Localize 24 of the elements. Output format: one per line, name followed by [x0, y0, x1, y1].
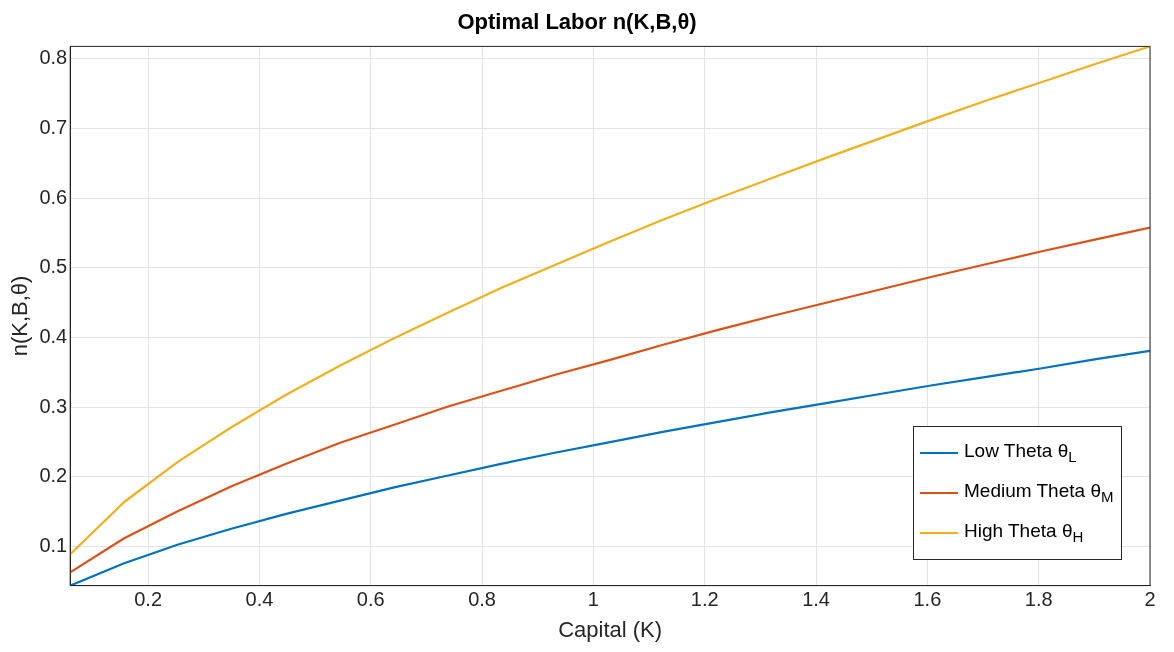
y-tick-label: 0.4: [39, 325, 68, 348]
x-tick-label: 1.4: [802, 588, 830, 611]
x-tick-label: 0.8: [468, 588, 496, 611]
y-tick-label: 0.3: [39, 394, 68, 417]
legend-label: Medium Theta θ$_{M}$: [964, 480, 1114, 505]
y-tick-label: 0.6: [39, 185, 68, 208]
x-tick-label: 1.2: [690, 588, 719, 611]
x-tick-label: 2: [1144, 588, 1156, 611]
x-tick-label: 1.8: [1024, 588, 1053, 611]
x-tick-label: 1: [587, 588, 599, 611]
legend-label: High Theta θ$_{H}$: [964, 520, 1084, 545]
y-tick-label: 0.2: [39, 464, 68, 487]
chart-title: Optimal Labor n(K,B,θ): [457, 9, 697, 35]
y-tick-label: 0.8: [39, 46, 68, 69]
legend-label: Low Theta θ$_{L}$: [964, 440, 1077, 465]
x-tick-label: 1.6: [913, 588, 942, 611]
x-tick-label: 0.4: [245, 588, 274, 611]
y-tick-label: 0.5: [39, 255, 68, 278]
y-tick-label: 0.1: [39, 534, 68, 557]
y-tick-label: 0.7: [39, 116, 68, 139]
y-axis-title: n(K,B,θ): [7, 275, 33, 357]
x-axis-title: Capital (K): [558, 616, 663, 642]
x-tick-label: 0.6: [356, 588, 385, 611]
x-tick-label: 0.2: [134, 588, 163, 611]
